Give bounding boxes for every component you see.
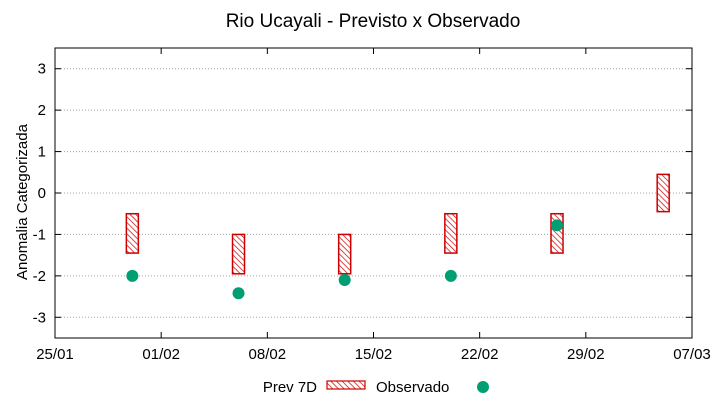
y-tick-label: 3 xyxy=(38,61,46,78)
y-tick-label: 1 xyxy=(38,144,46,161)
y-tick-label: -1 xyxy=(33,226,46,243)
data-marks xyxy=(125,173,670,300)
legend-swatch-prev-7d xyxy=(326,380,366,390)
x-tick-label: 01/02 xyxy=(142,346,180,363)
legend-label-observado: Observado xyxy=(376,379,449,396)
observed-point xyxy=(444,269,457,282)
x-tick-label: 15/02 xyxy=(355,346,393,363)
chart-title: Rio Ucayali - Previsto x Observado xyxy=(226,11,521,32)
y-tick-label: 2 xyxy=(38,102,46,119)
x-tick-label: 29/02 xyxy=(567,346,605,363)
x-tick-label: 08/02 xyxy=(249,346,287,363)
x-tick-label: 22/02 xyxy=(461,346,499,363)
legend-label-prev-7d: Prev 7D xyxy=(263,379,317,396)
forecast-box xyxy=(231,233,246,275)
y-axis: 3 2 1 0 -1 -2 -3 xyxy=(33,61,692,326)
grid xyxy=(55,68,692,318)
x-tick-label: 07/03 xyxy=(673,346,711,363)
y-tick-label: -3 xyxy=(33,309,46,326)
y-tick-label: 0 xyxy=(38,185,46,202)
observed-point xyxy=(232,287,245,300)
observed-point xyxy=(338,274,351,286)
forecast-box xyxy=(444,212,458,254)
legend: Prev 7D Observado xyxy=(263,379,489,396)
y-axis-label: Anomalia Categorizada xyxy=(14,123,31,280)
legend-swatch-observado xyxy=(477,381,489,393)
x-tick-label: 25/01 xyxy=(36,346,74,363)
forecast-box xyxy=(656,173,670,213)
forecast-box xyxy=(125,212,140,254)
x-axis: 25/01 01/02 08/02 15/02 22/02 29/02 07/03 xyxy=(36,48,711,363)
observed-point xyxy=(551,219,564,232)
forecast-box xyxy=(337,233,352,275)
y-tick-label: -2 xyxy=(33,268,46,285)
observed-point xyxy=(126,269,139,282)
